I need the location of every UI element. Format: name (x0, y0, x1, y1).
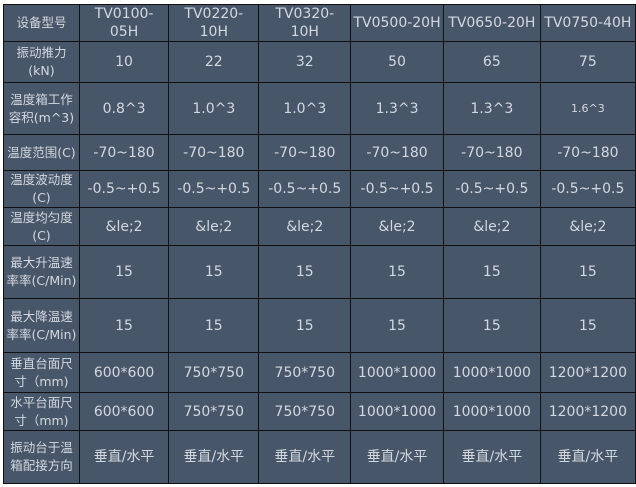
table-cell: 垂直/水平 (258, 430, 352, 484)
table-cell: 垂直/水平 (539, 430, 636, 484)
table-cell: 垂直/水平 (78, 430, 170, 484)
table-cell: -0.5~+0.5 (78, 170, 170, 208)
table-cell: 1.0^3 (258, 82, 352, 135)
table-cell: 1000*1000 (350, 352, 444, 393)
model-header: TV0320-10H (258, 4, 352, 42)
table-cell: 15 (168, 298, 260, 353)
table-cell: 15 (442, 298, 541, 353)
model-header: TV0500-20H (350, 4, 444, 42)
row-label: 垂直台面尺寸（mm) (3, 352, 80, 393)
table-cell: -70~180 (442, 134, 541, 171)
row-label: 温度波动度(C) (3, 170, 80, 208)
table-cell: 15 (350, 298, 444, 353)
table-cell: 32 (258, 41, 352, 83)
table-cell: -0.5~+0.5 (350, 170, 444, 208)
table-cell: 垂直/水平 (168, 430, 260, 484)
table-cell: 垂直/水平 (442, 430, 541, 484)
row-label: 振动推力(kN) (3, 41, 80, 83)
table-row: 振动台于温箱配接方向 垂直/水平 垂直/水平 垂直/水平 垂直/水平 垂直/水平 垂直/水平 (3, 430, 636, 484)
table-cell: 1200*1200 (539, 352, 636, 393)
table-cell: 1000*1000 (442, 352, 541, 393)
table-row: 温度波动度(C) -0.5~+0.5 -0.5~+0.5 -0.5~+0.5 -0.5~… (3, 170, 636, 208)
table-cell: 15 (258, 298, 352, 353)
table-cell: 15 (442, 245, 541, 299)
table-cell: 750*750 (258, 352, 352, 393)
table-cell: -0.5~+0.5 (442, 170, 541, 208)
table-cell: 1.0^3 (168, 82, 260, 135)
table-row: 温度范围(C) -70~180 -70~180 -70~180 -70~180 -70~1… (3, 134, 636, 171)
table-row: 最大升温速率率(C/Min) 15 15 15 15 15 15 (3, 245, 636, 299)
table-cell: 600*600 (78, 352, 170, 393)
table-cell: 1.3^3 (442, 82, 541, 135)
table-cell: -0.5~+0.5 (539, 170, 636, 208)
table-cell: 750*750 (168, 392, 260, 431)
row-label: 温度箱工作容积(m^3) (3, 82, 80, 135)
table-cell: 15 (350, 245, 444, 299)
table-cell: 1.6^3 (539, 82, 636, 135)
table-cell: 15 (539, 298, 636, 353)
table-cell: &le;2 (168, 207, 260, 246)
header-label: 设备型号 (3, 4, 80, 42)
table-row: 最大降温速率率(C/Min) 15 15 15 15 15 15 (3, 298, 636, 353)
header-row: 设备型号 TV0100-05H TV0220-10H TV0320-10H TV0500… (3, 4, 636, 42)
table-cell: -70~180 (350, 134, 444, 171)
table-cell: 1000*1000 (442, 392, 541, 431)
model-header: TV0100-05H (78, 4, 170, 42)
table-cell: 1000*1000 (350, 392, 444, 431)
table-cell: -70~180 (258, 134, 352, 171)
table-cell: -0.5~+0.5 (168, 170, 260, 208)
table-cell: -70~180 (539, 134, 636, 171)
table-cell: -70~180 (78, 134, 170, 171)
table-cell: -70~180 (168, 134, 260, 171)
table-cell: 15 (78, 245, 170, 299)
table-cell: &le;2 (258, 207, 352, 246)
table-row: 垂直台面尺寸（mm) 600*600 750*750 750*750 1000*1000… (3, 352, 636, 393)
table-cell: 750*750 (258, 392, 352, 431)
table-row: 温度均匀度(C) &le;2 &le;2 &le;2 &le;2 &le;2 &le;2 (3, 207, 636, 246)
table-cell: &le;2 (78, 207, 170, 246)
row-label: 温度范围(C) (3, 134, 80, 171)
table-cell: 1.3^3 (350, 82, 444, 135)
table-cell: &le;2 (539, 207, 636, 246)
table-cell: 750*750 (168, 352, 260, 393)
table-cell: 22 (168, 41, 260, 83)
table-cell: 50 (350, 41, 444, 83)
model-header: TV0750-40H (539, 4, 636, 42)
table-cell: 65 (442, 41, 541, 83)
table-row: 振动推力(kN) 10 22 32 50 65 75 (3, 41, 636, 83)
row-label: 温度均匀度(C) (3, 207, 80, 246)
model-header: TV0220-10H (168, 4, 260, 42)
row-label: 最大降温速率率(C/Min) (3, 298, 80, 353)
table-cell: 15 (78, 298, 170, 353)
table-cell: 10 (78, 41, 170, 83)
table-cell: 垂直/水平 (350, 430, 444, 484)
spec-table: 设备型号 TV0100-05H TV0220-10H TV0320-10H TV0500… (3, 4, 636, 484)
table-cell: 0.8^3 (78, 82, 170, 135)
table-cell: -0.5~+0.5 (258, 170, 352, 208)
table-row: 水平台面尺寸（mm) 600*600 750*750 750*750 1000*1000… (3, 392, 636, 431)
row-label: 水平台面尺寸（mm) (3, 392, 80, 431)
table-cell: &le;2 (442, 207, 541, 246)
table-cell: 15 (539, 245, 636, 299)
row-label: 最大升温速率率(C/Min) (3, 245, 80, 299)
table-row: 温度箱工作容积(m^3) 0.8^3 1.0^3 1.0^3 1.3^3 1.3^3 1.6… (3, 82, 636, 135)
table-cell: 75 (539, 41, 636, 83)
table-cell: &le;2 (350, 207, 444, 246)
row-label: 振动台于温箱配接方向 (3, 430, 80, 484)
model-header: TV0650-20H (442, 4, 541, 42)
table-cell: 15 (258, 245, 352, 299)
table-cell: 15 (168, 245, 260, 299)
table-cell: 600*600 (78, 392, 170, 431)
table-cell: 1200*1200 (539, 392, 636, 431)
